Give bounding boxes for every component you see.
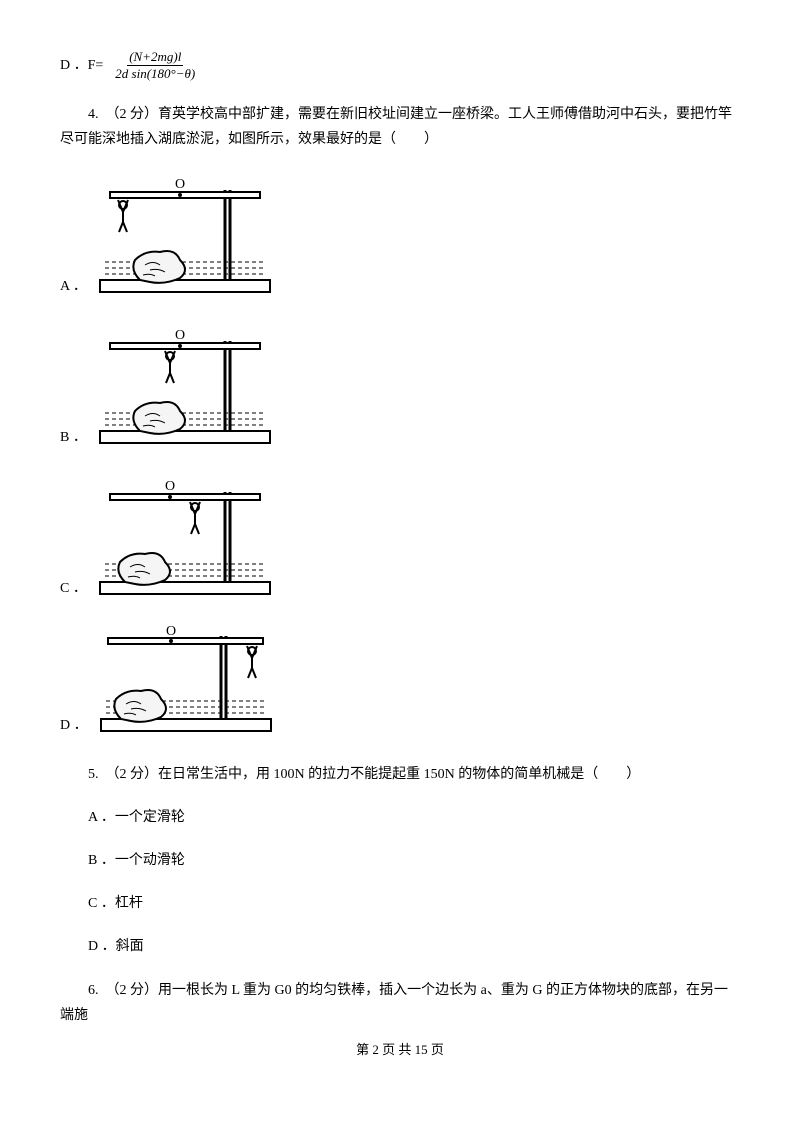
formula-denominator: 2d sin(180°−θ) — [113, 66, 197, 81]
q5-optC: C ．杠杆 — [60, 891, 740, 916]
svg-text:O: O — [175, 177, 185, 192]
q5-optA: A ．一个定滑轮 — [60, 805, 740, 830]
q4-option-a-row: A ． O — [60, 170, 740, 309]
svg-text:O: O — [166, 624, 176, 639]
q4-option-b-row: B ． O — [60, 321, 740, 460]
q4-optA-label: A ． — [60, 274, 87, 299]
q3-optD-formula: (N+2mg)l 2d sin(180°−θ) — [113, 50, 197, 82]
q5-optD: D ．斜面 — [60, 934, 740, 959]
q3-option-d: D ．F= (N+2mg)l 2d sin(180°−θ) — [60, 50, 740, 82]
q4-optC-label: C ． — [60, 576, 87, 601]
q4-text: 4. （2 分）育英学校高中部扩建，需要在新旧校址间建立一座桥梁。工人王师傅借助… — [60, 102, 740, 152]
q4-diagram-d: O — [96, 624, 276, 748]
svg-text:O: O — [165, 479, 175, 494]
q3-optD-prefix: D ．F= — [60, 53, 103, 78]
q5-optB: B ．一个动滑轮 — [60, 848, 740, 873]
q4-diagram-b: O — [95, 321, 275, 460]
q5-text: 5. （2 分）在日常生活中，用 100N 的拉力不能提起重 150N 的物体的… — [60, 762, 740, 787]
q4-optB-label: B ． — [60, 425, 87, 450]
q4-diagram-c: O — [95, 472, 275, 611]
svg-text:O: O — [175, 328, 185, 343]
q4-option-d-row: D ． O — [60, 624, 740, 748]
page-footer: 第 2 页 共 15 页 — [60, 1038, 740, 1061]
q6-text: 6. （2 分）用一根长为 L 重为 G0 的均匀铁棒，插入一个边长为 a、重为… — [60, 978, 740, 1028]
q4-option-c-row: C ． O — [60, 472, 740, 611]
formula-numerator: (N+2mg)l — [127, 50, 183, 66]
page-content: D ．F= (N+2mg)l 2d sin(180°−θ) 4. （2 分）育英… — [0, 0, 800, 1091]
q4-optD-label: D ． — [60, 713, 88, 738]
q4-diagram-a: O — [95, 170, 275, 309]
